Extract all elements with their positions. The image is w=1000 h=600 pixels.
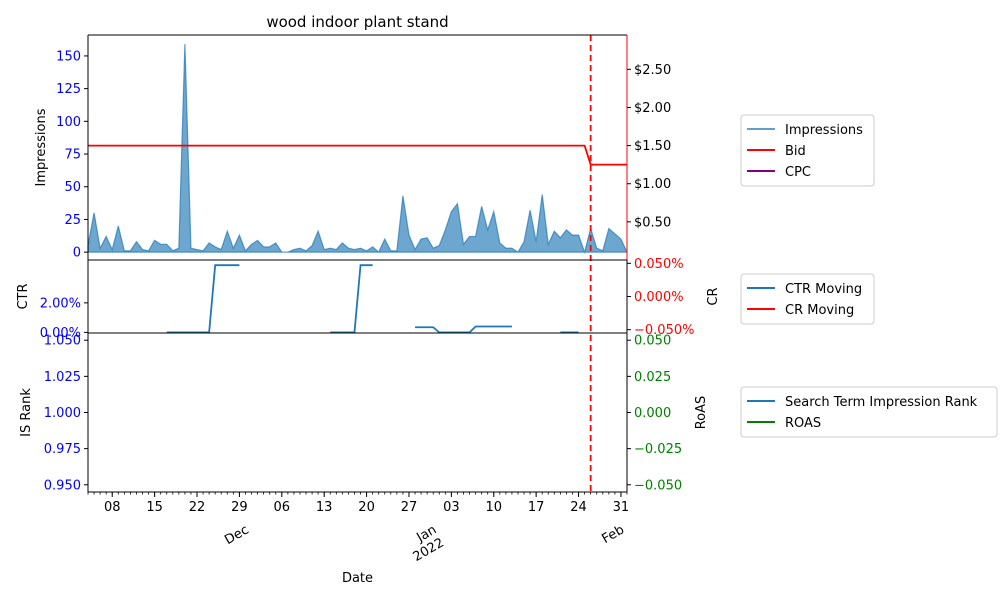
y-label-impressions: Impressions — [34, 108, 49, 186]
legend-middle-box — [740, 273, 875, 325]
x-day-tick-label: 13 — [316, 500, 333, 515]
p1-y2tick-label: $2.00 — [634, 101, 671, 116]
p3-y2tick-label: 0.025 — [634, 370, 671, 385]
p3-y2tick-label: 0.000 — [634, 406, 671, 421]
p3-ytick-label: 1.000 — [44, 406, 81, 421]
p3-ytick-label: 1.050 — [44, 334, 81, 349]
legend-top-label: Impressions — [785, 123, 863, 138]
x-day-tick-label: 17 — [528, 500, 545, 515]
p1-ytick-label: 0 — [73, 246, 81, 261]
ctr-moving-segment-2 — [415, 325, 512, 334]
p1-y2tick-label: $1.00 — [634, 177, 671, 192]
x-day-tick-label: 29 — [231, 500, 248, 515]
p2-ytick-label: 2.00% — [40, 296, 81, 311]
legend-top-label: Bid — [785, 144, 806, 159]
x-day-tick-label: 20 — [358, 500, 375, 515]
p2-y2tick-label: −0.050% — [634, 323, 694, 338]
x-month-tick-group: Dec — [222, 522, 251, 548]
p3-y2tick-label: −0.050 — [634, 478, 682, 493]
p3-y2tick-label: −0.025 — [634, 442, 682, 457]
x-month-tick-group: Feb — [600, 522, 627, 547]
ctr-moving-segment-0 — [166, 264, 240, 334]
y-label-cr: CR — [706, 287, 721, 305]
x-day-tick-label: 15 — [146, 500, 163, 515]
x-day-tick-label: 03 — [443, 500, 460, 515]
p1-y2tick-label: $1.50 — [634, 139, 671, 154]
p1-ytick-label: 25 — [64, 213, 81, 228]
x-day-tick-label: 24 — [570, 500, 587, 515]
chart-title: wood indoor plant stand — [266, 13, 448, 31]
p1-y2tick-label: $0.50 — [634, 215, 671, 230]
p1-ytick-label: 100 — [56, 115, 81, 130]
x-month-tick-label: Feb — [600, 522, 627, 547]
ctr-moving-segment-1 — [330, 264, 373, 334]
p3-ytick-label: 0.950 — [44, 478, 81, 493]
p2-ytick-label: 0.00% — [40, 326, 81, 341]
p3-ytick-label: 1.025 — [44, 370, 81, 385]
x-day-tick-label: 27 — [401, 500, 418, 515]
x-month-tick-label: Dec — [222, 522, 251, 548]
legend-bottom-label: Search Term Impression Rank — [785, 395, 978, 410]
x-day-tick-label: 10 — [485, 500, 502, 515]
y-label-is-rank: IS Rank — [19, 388, 34, 437]
y-label-ctr: CTR — [16, 283, 31, 309]
legend-bottom-box — [740, 386, 998, 438]
x-day-tick-label: 08 — [104, 500, 121, 515]
p1-ytick-label: 50 — [64, 180, 81, 195]
x-day-tick-label: 22 — [189, 500, 206, 515]
x-day-tick-label: 06 — [274, 500, 291, 515]
legend-top-label: CPC — [785, 165, 811, 180]
p2-y2tick-label: 0.000% — [634, 290, 684, 305]
bid-line — [88, 144, 627, 166]
p1-ytick-label: 125 — [56, 82, 81, 97]
p3-ytick-label: 0.975 — [44, 442, 81, 457]
p2-y2tick-label: 0.050% — [634, 257, 684, 272]
y-label-roas: RoAS — [694, 396, 709, 430]
p1-ytick-label: 150 — [56, 49, 81, 64]
x-axis-label: Date — [342, 571, 373, 586]
p1-y2tick-label: $2.50 — [634, 63, 671, 78]
legend-middle-label: CTR Moving — [785, 282, 862, 297]
impressions-area — [87, 44, 628, 255]
p1-ytick-label: 75 — [64, 148, 81, 163]
legend-middle-label: CR Moving — [785, 303, 854, 318]
p3-y2tick-label: 0.050 — [634, 334, 671, 349]
legend-top-box — [740, 114, 875, 187]
x-day-tick-label: 31 — [613, 500, 630, 515]
legend-bottom-label: ROAS — [785, 416, 821, 431]
